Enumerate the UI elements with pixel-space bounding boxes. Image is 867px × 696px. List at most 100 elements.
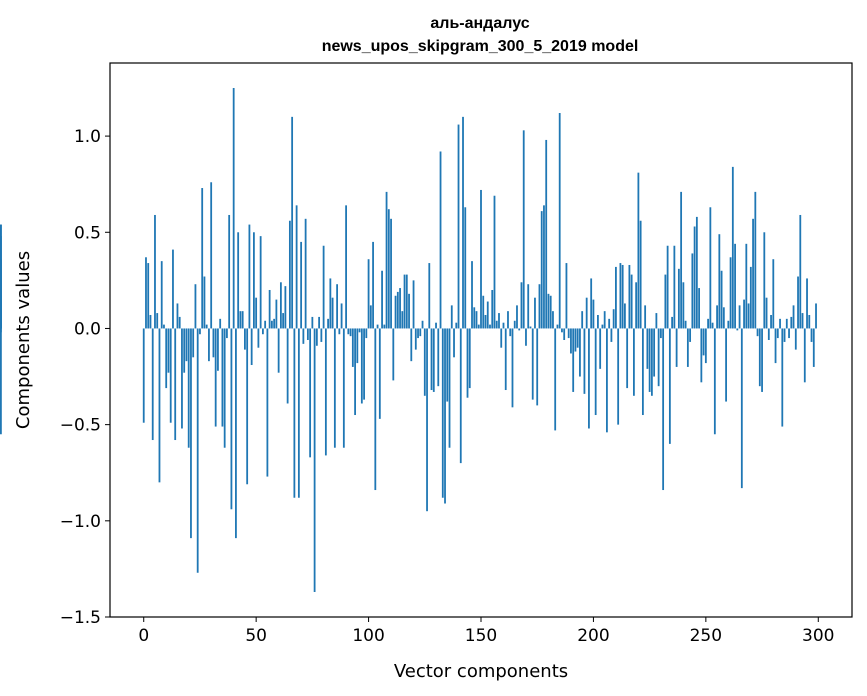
- x-tick-label: 250: [690, 626, 722, 646]
- bar: [630, 274, 633, 329]
- bar: [257, 328, 260, 348]
- bar: [417, 328, 419, 339]
- bar: [493, 195, 496, 329]
- bar: [713, 328, 716, 435]
- bar: [255, 297, 258, 329]
- bar: [241, 311, 244, 329]
- bar: [212, 328, 215, 358]
- bar: [691, 253, 694, 329]
- bar: [704, 328, 707, 364]
- bar: [315, 328, 318, 346]
- bar: [662, 328, 665, 491]
- bar: [228, 214, 231, 329]
- bar: [754, 191, 757, 329]
- bar: [646, 328, 649, 369]
- x-tick-label: 300: [802, 626, 834, 646]
- bar: [677, 268, 680, 329]
- bar: [491, 289, 494, 329]
- bar: [581, 311, 584, 329]
- bar: [363, 328, 365, 400]
- x-tick-label: 100: [352, 626, 384, 646]
- bar: [509, 328, 512, 337]
- bar: [176, 303, 179, 329]
- bar: [482, 295, 485, 329]
- bar: [239, 311, 242, 329]
- plot-frame: [109, 62, 853, 618]
- bar: [181, 328, 183, 429]
- bar: [727, 320, 730, 329]
- bar: [246, 328, 249, 485]
- bar: [439, 151, 442, 329]
- bar: [758, 328, 761, 387]
- bar: [347, 328, 350, 335]
- bar: [552, 311, 554, 329]
- bar: [0, 328, 2, 435]
- x-axis-label: Vector components: [394, 661, 568, 682]
- bar: [199, 328, 201, 335]
- bar: [471, 261, 473, 329]
- bar: [468, 328, 471, 389]
- bar: [185, 328, 188, 362]
- bar: [736, 328, 739, 331]
- bar: [592, 299, 595, 329]
- bar: [396, 291, 399, 329]
- bar: [266, 328, 269, 477]
- bar: [761, 328, 763, 392]
- bar: [154, 214, 156, 329]
- bar: [812, 328, 815, 367]
- bar: [304, 218, 307, 329]
- bar: [745, 243, 748, 329]
- bar: [785, 318, 788, 329]
- bar: [270, 320, 273, 329]
- bar: [408, 293, 410, 329]
- bar: [752, 218, 754, 329]
- bar: [522, 130, 525, 329]
- bar: [441, 328, 444, 498]
- bar: [536, 328, 539, 406]
- bar: [606, 328, 608, 433]
- bars-group: [0, 88, 817, 592]
- bar: [387, 209, 390, 329]
- bar: [549, 295, 552, 329]
- bar: [423, 328, 426, 396]
- bar: [306, 328, 309, 340]
- bar: [428, 263, 431, 329]
- bar: [376, 324, 379, 329]
- bar: [345, 205, 347, 329]
- bar: [790, 316, 793, 329]
- bar: [203, 276, 206, 329]
- bar: [774, 328, 777, 364]
- bar: [608, 318, 611, 329]
- bar: [432, 328, 435, 392]
- bar: [619, 263, 622, 329]
- bar: [217, 328, 219, 371]
- bar: [253, 232, 255, 329]
- bar: [214, 328, 217, 427]
- bar: [351, 328, 354, 367]
- bar: [641, 328, 644, 416]
- bar: [689, 328, 692, 342]
- bar: [545, 139, 548, 329]
- bar: [590, 278, 593, 329]
- bar: [810, 328, 813, 342]
- bar: [543, 205, 545, 329]
- bar: [655, 313, 658, 329]
- bar: [659, 328, 662, 339]
- bar: [731, 166, 734, 329]
- bar: [403, 274, 406, 329]
- bar: [297, 328, 300, 498]
- bar: [673, 245, 676, 329]
- bar: [650, 328, 653, 396]
- bar: [779, 318, 781, 329]
- bar: [668, 328, 671, 444]
- bar: [637, 172, 640, 329]
- bar: [367, 259, 370, 329]
- bar: [633, 328, 635, 396]
- bar: [430, 328, 433, 391]
- bar: [513, 320, 516, 329]
- bar: [226, 328, 228, 339]
- bar: [716, 305, 718, 329]
- bar: [603, 311, 606, 329]
- bar: [702, 328, 705, 356]
